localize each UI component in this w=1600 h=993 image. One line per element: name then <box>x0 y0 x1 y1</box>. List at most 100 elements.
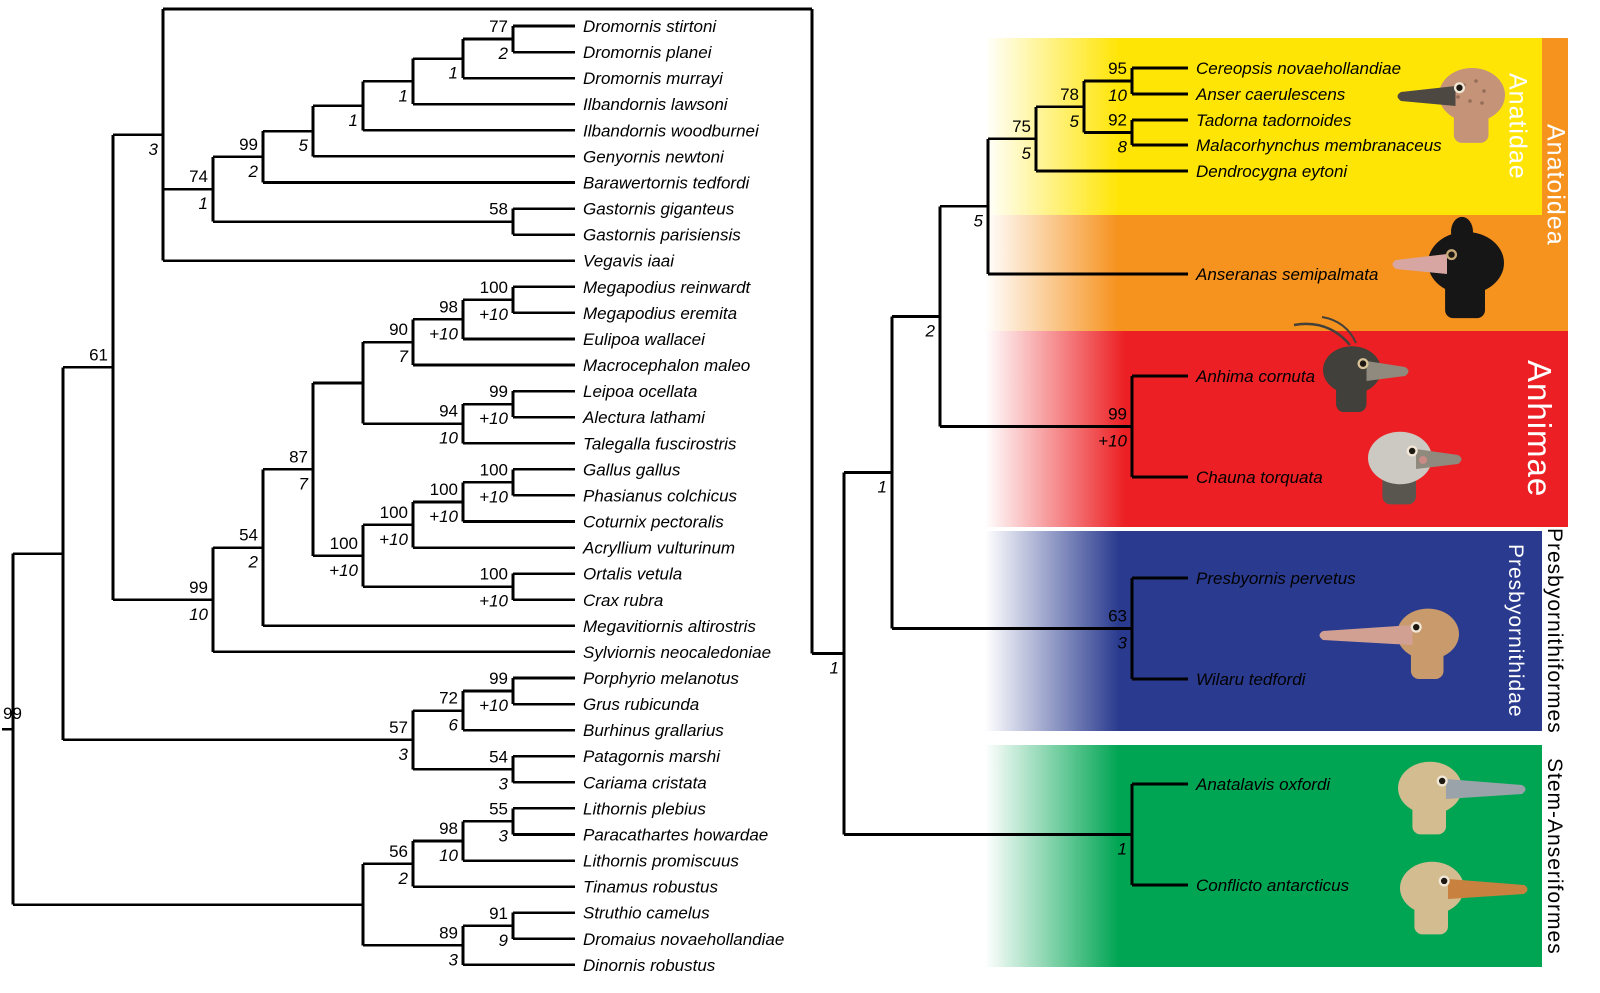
support-bremer: 2 <box>248 162 259 181</box>
support-bremer: 3 <box>1118 634 1128 653</box>
support-bremer: 9 <box>499 931 509 950</box>
support-bremer: +10 <box>429 507 458 526</box>
illustration-anseranas-head <box>1392 216 1504 319</box>
support-bootstrap: 98 <box>439 819 458 838</box>
support-bremer: 10 <box>439 429 458 448</box>
support-bremer: 5 <box>1022 144 1032 163</box>
support-bremer: 1 <box>349 111 358 130</box>
support-bremer: +10 <box>479 696 508 715</box>
tip-label-megapodius-eremita: Megapodius eremita <box>583 304 737 323</box>
support-bremer: 2 <box>248 553 259 572</box>
tip-label-ortalis-vetula: Ortalis vetula <box>583 565 682 584</box>
support-bremer: +10 <box>479 487 508 506</box>
support-bremer: 2 <box>398 869 409 888</box>
support-bremer: 3 <box>149 140 159 159</box>
tip-label-anhima-cornuta: Anhima cornuta <box>1195 367 1315 386</box>
tip-label-dromornis-stirtoni: Dromornis stirtoni <box>583 17 717 36</box>
tip-label-megavitiornis-altirostris: Megavitiornis altirostris <box>583 617 756 636</box>
tip-label-porphyrio-melanotus: Porphyrio melanotus <box>583 669 739 688</box>
tip-label-phasianus-colchicus: Phasianus colchicus <box>583 486 738 505</box>
support-bootstrap: 58 <box>489 200 508 219</box>
support-bootstrap: 99 <box>189 578 208 597</box>
tip-label-crax-rubra: Crax rubra <box>583 591 663 610</box>
clade-label-stem-anseriformes: Stem-Anseriformes <box>1543 757 1566 955</box>
tip-label-grus-rubicunda: Grus rubicunda <box>583 695 699 714</box>
tip-label-tinamus-robustus: Tinamus robustus <box>583 878 718 897</box>
tip-label-conflicto-antarcticus: Conflicto antarcticus <box>1196 876 1350 895</box>
support-bootstrap: 61 <box>89 345 108 364</box>
support-bremer: 3 <box>399 745 409 764</box>
illustration-chauna-head <box>1368 431 1462 505</box>
support-bremer: +10 <box>379 530 408 549</box>
support-bremer: 1 <box>199 194 208 213</box>
support-bootstrap: 100 <box>430 480 458 499</box>
support-bremer: 10 <box>189 605 208 624</box>
tip-label-lithornis-plebius: Lithornis plebius <box>583 799 706 818</box>
support-bremer: 7 <box>399 347 409 366</box>
support-bootstrap: 91 <box>489 904 508 923</box>
tip-label-coturnix-pectoralis: Coturnix pectoralis <box>583 513 724 532</box>
tip-label-anser-caerulescens: Anser caerulescens <box>1195 85 1346 104</box>
support-bootstrap: 72 <box>439 689 458 708</box>
tip-label-anatalavis-oxfordi: Anatalavis oxfordi <box>1195 775 1331 794</box>
illustration-presbyornis-head <box>1319 608 1459 679</box>
tip-label-tadorna-tadornoides: Tadorna tadornoides <box>1196 111 1352 130</box>
support-bremer: 1 <box>878 477 887 496</box>
tip-label-struthio-camelus: Struthio camelus <box>583 904 710 923</box>
support-bremer: 5 <box>974 211 984 230</box>
support-bootstrap: 100 <box>480 460 508 479</box>
tip-label-megapodius-reinwardt: Megapodius reinwardt <box>583 278 752 297</box>
tip-label-anseranas-semipalmata: Anseranas semipalmata <box>1195 265 1378 284</box>
tip-label-macrocephalon-maleo: Macrocephalon maleo <box>583 356 750 375</box>
band-anatidae <box>985 38 1542 215</box>
clade-label-anatidae: Anatidae <box>1503 73 1532 180</box>
support-bootstrap: 54 <box>489 747 508 766</box>
tip-label-dromornis-planei: Dromornis planei <box>583 43 713 62</box>
tip-label-paracathartes-howardae: Paracathartes howardae <box>583 825 768 844</box>
tip-label-gallus-gallus: Gallus gallus <box>583 460 681 479</box>
support-bremer: 10 <box>439 846 458 865</box>
tip-label-gastornis-giganteus: Gastornis giganteus <box>583 200 735 219</box>
support-bremer: 5 <box>1070 112 1080 131</box>
support-bootstrap: 98 <box>439 297 458 316</box>
support-bremer: +10 <box>429 324 458 343</box>
tip-label-chauna-torquata: Chauna torquata <box>1196 468 1323 487</box>
tip-label-alectura-lathami: Alectura lathami <box>582 408 706 427</box>
illustration-anatidae-duck-head <box>1397 67 1505 143</box>
support-bremer: 3 <box>449 950 459 969</box>
clade-label-presbyornithiformes: Presbyornithiformes <box>1543 528 1566 734</box>
support-bootstrap: 92 <box>1108 111 1127 130</box>
support-bremer: 7 <box>299 474 309 493</box>
support-bootstrap: 99 <box>3 704 22 723</box>
support-bremer: +10 <box>479 592 508 611</box>
support-bremer: +10 <box>479 305 508 324</box>
support-bootstrap: 78 <box>1060 85 1079 104</box>
tip-label-lithornis-promiscuus: Lithornis promiscuus <box>583 852 739 871</box>
tip-label-cereopsis-novaehollandiae: Cereopsis novaehollandiae <box>1196 59 1401 78</box>
support-bootstrap: 100 <box>480 565 508 584</box>
support-bremer: 1 <box>830 658 839 677</box>
clade-label-anhimae: Anhimae <box>1521 360 1558 498</box>
support-bootstrap: 74 <box>189 167 208 186</box>
support-bremer: 8 <box>1118 138 1128 157</box>
illustration-anhima-head <box>1293 316 1409 413</box>
support-bootstrap: 54 <box>239 526 258 545</box>
band-anhimae <box>985 331 1568 527</box>
tip-label-gastornis-parisiensis: Gastornis parisiensis <box>583 226 741 245</box>
support-bootstrap: 94 <box>439 402 458 421</box>
tip-label-leipoa-ocellata: Leipoa ocellata <box>583 382 697 401</box>
illustration-anatalavis-head <box>1398 761 1526 835</box>
support-bremer: 1 <box>399 86 408 105</box>
support-bootstrap: 100 <box>480 278 508 297</box>
support-bremer: 3 <box>499 774 509 793</box>
support-bootstrap: 77 <box>489 17 508 36</box>
support-bootstrap: 99 <box>1108 405 1127 424</box>
tip-label-vegavis-iaai: Vegavis iaai <box>583 252 675 271</box>
tip-label-malacorhynchus-membranaceus: Malacorhynchus membranaceus <box>1196 136 1442 155</box>
support-bremer: 1 <box>1118 840 1127 859</box>
clade-label-presbyornithidae: Presbyornithidae <box>1504 544 1527 718</box>
support-bootstrap: 90 <box>389 320 408 339</box>
support-bootstrap: 55 <box>489 799 508 818</box>
tip-label-cariama-cristata: Cariama cristata <box>583 773 707 792</box>
